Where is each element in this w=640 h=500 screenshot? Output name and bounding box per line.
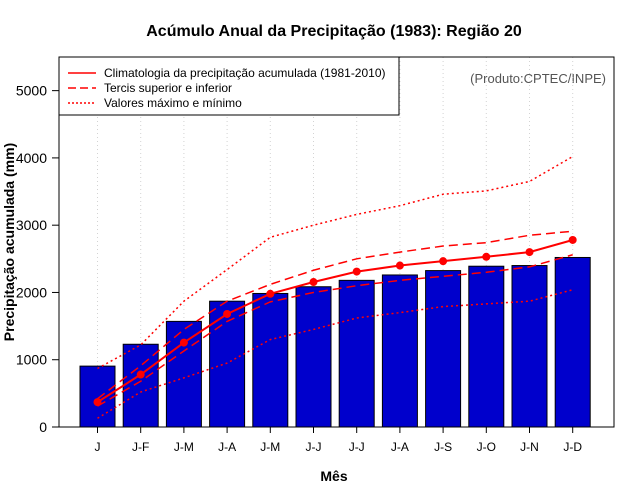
line-dashed-2	[97, 230, 573, 400]
legend: Climatologia da precipitação acumulada (…	[58, 56, 400, 116]
climatology-point-3	[179, 338, 188, 347]
x-tick-label: J-O	[477, 440, 496, 454]
bar-11	[511, 265, 548, 428]
y-tick-label: 3000	[16, 217, 47, 233]
bar-5	[252, 292, 289, 428]
line-dotted-4	[97, 155, 574, 370]
x-tick-label: J-J	[306, 440, 322, 454]
climatology-point-2	[136, 370, 145, 379]
x-tick-label: J-F	[132, 440, 149, 454]
x-tick-label: J-M	[174, 440, 194, 454]
climatology-point-8	[395, 261, 404, 270]
y-axis: 0 1000 2000 3000 4000 5000	[16, 83, 59, 435]
bar-7	[338, 279, 375, 428]
climatology-point-12	[568, 235, 577, 244]
climatology-point-6	[309, 278, 318, 287]
chart-title: Acúmulo Anual da Precipitação (1983): Re…	[146, 23, 522, 40]
y-tick-label: 4000	[16, 150, 47, 166]
y-tick-label: 5000	[16, 83, 47, 99]
bar-9	[425, 270, 462, 428]
line-solid-1	[96, 239, 573, 403]
x-tick-label: J-A	[218, 440, 236, 454]
x-tick-label: J	[95, 440, 101, 454]
legend-entry-climatology: Climatologia da precipitação acumulada (…	[104, 66, 386, 80]
climatology-point-4	[223, 309, 232, 318]
x-tick-label: J-J	[349, 440, 365, 454]
climatology-point-11	[525, 248, 534, 257]
climatology-point-1	[93, 398, 102, 407]
bar-1	[79, 365, 116, 428]
y-tick-label: 1000	[16, 352, 47, 368]
bar-4	[209, 300, 246, 428]
climatology-point-5	[266, 289, 275, 298]
bar-12	[554, 256, 591, 428]
climatology-point-7	[352, 267, 361, 276]
bar-6	[295, 286, 332, 428]
credit-text: (Produto:CPTEC/INPE)	[470, 71, 606, 86]
x-tick-label: J-S	[434, 440, 452, 454]
bar-10	[468, 265, 505, 428]
x-axis: J J-F J-M J-A J-M J-J J-J J-A J-S J-O J-N J-D	[95, 427, 582, 454]
y-tick-label: 2000	[16, 284, 47, 300]
x-tick-label: J-N	[520, 440, 539, 454]
legend-box	[58, 56, 400, 116]
legend-entry-extremes: Valores máximo e mínimo	[104, 96, 242, 110]
bar-2	[122, 343, 159, 428]
line-dashed-3	[97, 254, 573, 407]
legend-entry-terciles: Tercis superior e inferior	[104, 81, 232, 95]
bar-series	[79, 256, 591, 428]
y-tick-label: 0	[39, 419, 47, 435]
bar-8	[381, 274, 418, 428]
line-series	[93, 155, 577, 419]
x-axis-label: Mês	[320, 468, 347, 484]
x-tick-label: J-M	[260, 440, 280, 454]
climatology-point-10	[482, 252, 491, 261]
bar-3	[165, 320, 202, 428]
climatology-point-9	[439, 257, 448, 266]
x-tick-label: J-D	[563, 440, 582, 454]
x-tick-label: J-A	[391, 440, 409, 454]
y-axis-label: Precipitação acumulada (mm)	[1, 143, 17, 341]
